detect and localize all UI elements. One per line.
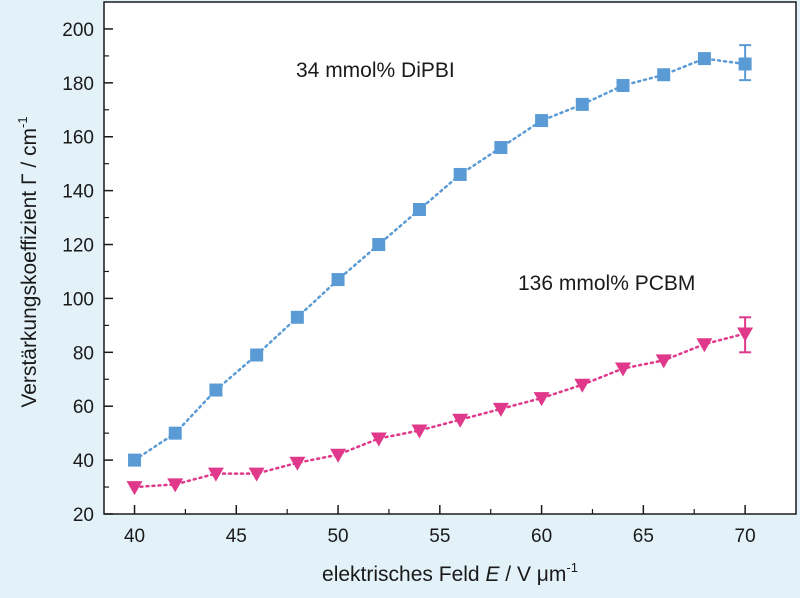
data-point	[411, 424, 428, 439]
data-point	[574, 378, 591, 393]
series-layer	[126, 44, 754, 496]
y-tick-label: 120	[62, 236, 94, 257]
data-point	[738, 57, 752, 71]
data-point	[453, 167, 467, 181]
data-point	[209, 383, 223, 397]
data-point	[697, 52, 711, 66]
data-point	[128, 453, 142, 467]
data-point	[616, 79, 630, 93]
x-tick-label: 65	[633, 526, 654, 547]
series-0	[128, 44, 752, 467]
y-tick-label: 140	[62, 182, 94, 203]
y-tick-label: 80	[73, 343, 94, 364]
x-tick-label: 40	[124, 526, 145, 547]
data-point	[168, 426, 182, 440]
x-axis-title: elektrisches Feld E / V μm-1	[322, 560, 578, 586]
data-point	[533, 392, 550, 407]
data-point	[250, 348, 264, 362]
y-tick-label: 160	[62, 128, 94, 149]
data-point	[696, 338, 713, 353]
data-point	[330, 448, 347, 463]
y-axis-title: Verstärkungskoeffizient Γ / cm-1	[15, 116, 41, 407]
data-point	[126, 481, 143, 496]
x-tick-label: 70	[735, 526, 756, 547]
data-point	[657, 68, 671, 82]
series-line	[133, 332, 747, 489]
annotation-pcbm: 136 mmol% PCBM	[518, 272, 695, 295]
data-point	[290, 310, 304, 324]
data-point	[370, 432, 387, 447]
data-point	[248, 467, 265, 482]
data-point	[575, 97, 589, 111]
x-tick-label: 50	[327, 526, 348, 547]
data-point	[331, 273, 345, 287]
plot-area	[103, 1, 797, 515]
x-tick-label: 55	[429, 526, 450, 547]
data-point	[289, 456, 306, 471]
y-tick-label: 20	[73, 505, 94, 526]
data-point	[207, 467, 224, 482]
y-tick-label: 100	[62, 289, 94, 310]
data-point	[737, 327, 754, 342]
data-point	[655, 354, 672, 369]
x-tick-label: 45	[226, 526, 247, 547]
y-tick-label: 180	[62, 74, 94, 95]
data-point	[452, 413, 469, 428]
y-tick-label: 200	[62, 20, 94, 41]
x-tick-label: 60	[531, 526, 552, 547]
data-point	[615, 362, 631, 377]
axis-ticks: 40 45 50 55 60 65 70 20 40 60 80 100 120 140 160 180 200	[62, 20, 755, 547]
data-point	[372, 238, 386, 252]
data-point	[494, 141, 508, 155]
series-1	[126, 316, 754, 496]
series-line	[133, 57, 747, 462]
annotation-dipbi: 34 mmol% DiPBI	[296, 59, 455, 82]
data-point	[412, 202, 426, 216]
data-point	[492, 402, 509, 417]
data-point	[167, 478, 184, 493]
y-tick-label: 60	[73, 397, 94, 418]
y-tick-label: 40	[73, 451, 94, 472]
data-point	[535, 114, 549, 128]
